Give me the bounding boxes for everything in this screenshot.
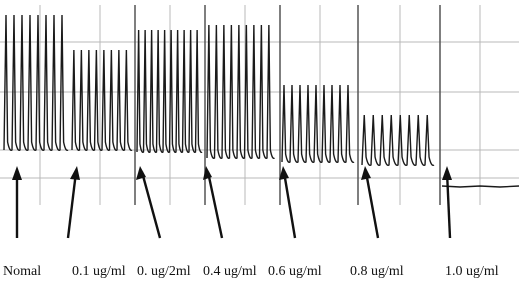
label: 0.8 ug/ml	[350, 264, 404, 279]
label: 0.4 ug/ml	[203, 264, 257, 279]
recording-figure: Nomal 0.1 ug/ml 0. ug/2ml 0.4 ug/ml 0.6 …	[0, 0, 519, 288]
label: Nomal	[3, 264, 41, 279]
label: 0. ug/2ml	[137, 264, 191, 279]
label: 0.6 ug/ml	[268, 264, 322, 279]
label: 1.0 ug/ml	[445, 264, 499, 279]
label: 0.1 ug/ml	[72, 264, 126, 279]
